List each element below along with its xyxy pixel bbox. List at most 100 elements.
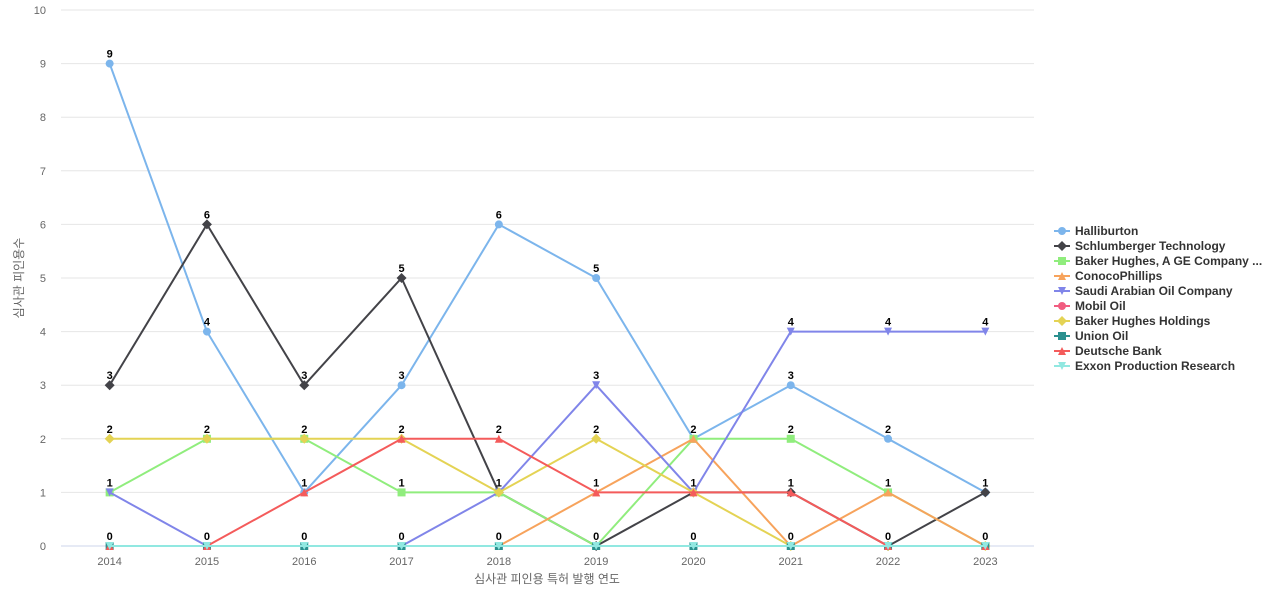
data-label: 4	[788, 317, 795, 329]
data-label: 0	[496, 531, 502, 543]
legend-symbol	[1058, 227, 1066, 235]
data-point	[689, 434, 698, 443]
y-tick-label: 5	[40, 273, 46, 285]
data-label: 4	[204, 317, 211, 329]
data-point	[397, 488, 406, 497]
data-label: 1	[301, 477, 307, 489]
data-label: 1	[398, 477, 404, 489]
data-point	[884, 542, 893, 550]
data-point	[981, 327, 990, 336]
data-label: 0	[301, 531, 307, 543]
data-point	[689, 542, 698, 550]
data-label: 3	[301, 370, 307, 382]
x-tick-label: 2023	[973, 556, 997, 568]
data-point	[884, 434, 893, 443]
y-tick-label: 8	[40, 112, 46, 124]
legend-symbol	[1058, 257, 1066, 265]
axes: 심사관 피인용 특허 발행 연도 심사관 피인용수 01234567891020…	[12, 5, 998, 586]
legend-symbol	[1058, 347, 1066, 355]
data-point	[300, 488, 309, 497]
data-point	[104, 433, 115, 444]
data-label: 3	[788, 370, 794, 382]
data-point	[786, 542, 795, 550]
data-label: 5	[593, 263, 599, 275]
data-point	[201, 433, 212, 444]
data-point	[592, 381, 601, 390]
data-label: 5	[398, 263, 404, 275]
data-point	[105, 488, 114, 497]
series-line	[108, 62, 987, 494]
x-axis-title: 심사관 피인용 특허 발행 연도	[474, 571, 620, 586]
legend-item[interactable]: Halliburton	[1054, 224, 1138, 238]
data-label: 0	[398, 531, 404, 543]
legend-symbol	[1058, 332, 1066, 340]
legend-symbol	[1057, 316, 1067, 326]
legend-symbol	[1058, 302, 1066, 310]
data-point	[104, 380, 115, 391]
legend-item[interactable]: ConocoPhillips	[1054, 269, 1163, 283]
data-label: 4	[982, 317, 989, 329]
data-label: 9	[107, 49, 113, 61]
x-tick-label: 2015	[195, 556, 219, 568]
data-point	[981, 542, 990, 550]
data-point	[397, 542, 406, 550]
data-label: 0	[788, 531, 794, 543]
data-point	[592, 542, 601, 550]
data-label: 1	[690, 477, 696, 489]
y-tick-label: 2	[40, 434, 46, 446]
legend-item[interactable]: Deutsche Bank	[1054, 344, 1162, 358]
data-label: 1	[885, 477, 891, 489]
y-tick-label: 0	[40, 541, 46, 553]
data-label: 0	[593, 531, 599, 543]
y-tick-label: 7	[40, 166, 46, 178]
legend-symbol	[1058, 362, 1066, 370]
data-point	[786, 327, 795, 336]
data-label: 0	[107, 531, 113, 543]
legend-item[interactable]: Schlumberger Technology	[1054, 239, 1226, 253]
data-point	[299, 433, 310, 444]
legend-item[interactable]: Exxon Production Research	[1054, 359, 1235, 373]
data-point	[105, 542, 114, 550]
data-label: 0	[204, 531, 210, 543]
y-tick-label: 6	[40, 219, 46, 231]
data-label: 0	[885, 531, 891, 543]
data-label: 2	[593, 424, 599, 436]
legend-item[interactable]: Saudi Arabian Oil Company	[1054, 284, 1233, 298]
data-label: 3	[593, 370, 599, 382]
x-tick-label: 2016	[292, 556, 316, 568]
data-label: 2	[204, 424, 210, 436]
data-label: 2	[398, 424, 404, 436]
legend-symbol	[1058, 272, 1066, 280]
legend-item[interactable]: Baker Hughes, A GE Company ...	[1054, 254, 1262, 268]
data-label: 3	[107, 370, 113, 382]
data-point	[299, 380, 310, 391]
data-point	[884, 327, 893, 336]
data-point	[786, 381, 795, 390]
legend-label: Saudi Arabian Oil Company	[1075, 284, 1233, 298]
x-tick-label: 2020	[681, 556, 705, 568]
data-point	[202, 327, 211, 336]
legend-item[interactable]: Union Oil	[1054, 329, 1128, 343]
x-tick-label: 2019	[584, 556, 608, 568]
data-point	[201, 219, 212, 230]
data-point	[786, 488, 795, 497]
data-point	[300, 542, 309, 550]
data-point	[105, 59, 114, 68]
data-point	[397, 381, 406, 390]
data-label: 1	[107, 477, 113, 489]
data-point	[494, 542, 503, 550]
legend-item[interactable]: Baker Hughes Holdings	[1054, 314, 1211, 328]
legend-item[interactable]: Mobil Oil	[1054, 299, 1126, 313]
legend-label: Exxon Production Research	[1075, 359, 1235, 373]
data-point	[884, 488, 893, 497]
series-group	[104, 59, 991, 551]
data-label: 6	[496, 209, 502, 221]
legend-label: Baker Hughes Holdings	[1075, 314, 1211, 328]
data-label: 3	[398, 370, 404, 382]
legend-symbol	[1058, 287, 1066, 295]
y-axis-title: 심사관 피인용수	[12, 238, 26, 319]
x-tick-label: 2018	[487, 556, 511, 568]
x-tick-label: 2022	[876, 556, 900, 568]
